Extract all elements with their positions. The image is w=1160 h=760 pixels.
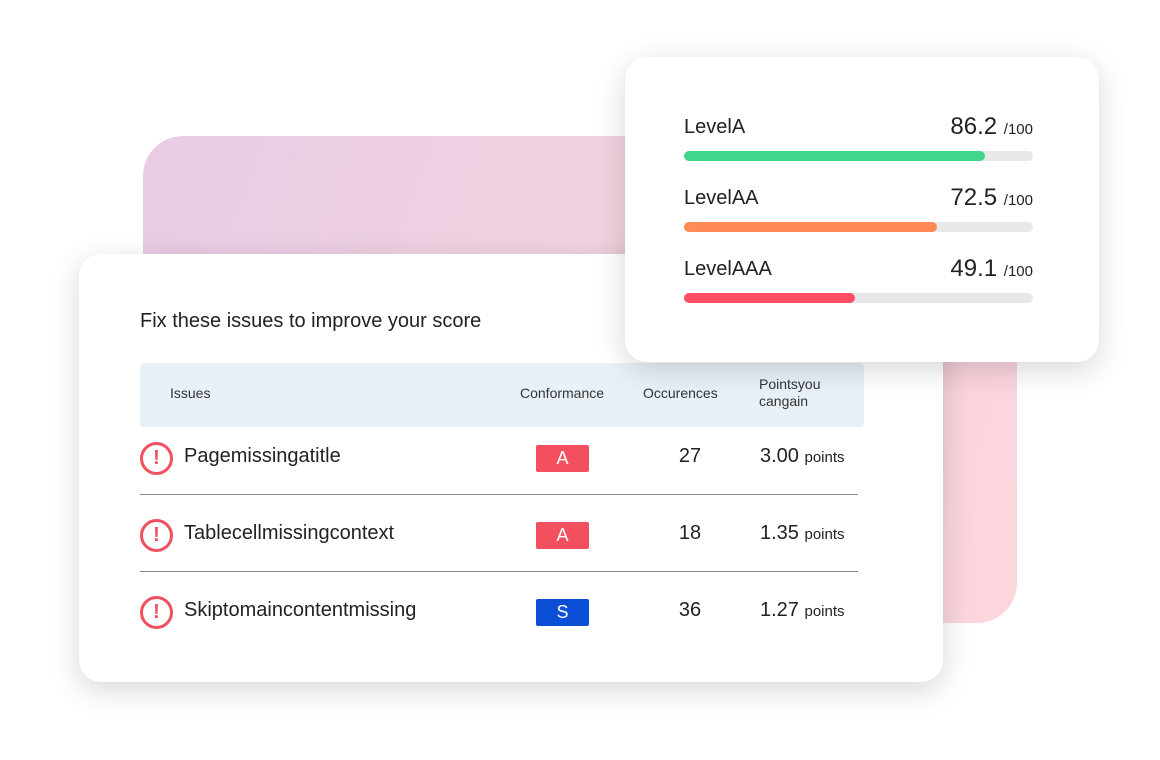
progress-fill: [684, 222, 938, 232]
score: 86.2: [950, 113, 998, 140]
level-label: LevelA: [684, 116, 746, 138]
table-header: Issues Conformance Occurences Pointsyou …: [140, 363, 864, 427]
progress-track: [684, 151, 1033, 161]
score-max: /100: [1003, 192, 1033, 209]
score-card: LevelA 86.2 /100 LevelAA 72.5 /100 Level…: [625, 57, 1099, 362]
col-points: Pointsyou cangain: [759, 376, 821, 409]
points-unit: points: [804, 603, 845, 620]
level-label: LevelAAA: [684, 258, 772, 280]
occurrences: 36: [678, 599, 702, 621]
progress-track: [684, 293, 1033, 303]
occurrences: 27: [678, 445, 702, 467]
issue-name: Pagemissingatitle: [184, 445, 341, 467]
points-value: 1.27: [760, 599, 799, 621]
table-row[interactable]: ! Tablecellmissingcontext A 18 1.35 poin…: [140, 500, 858, 572]
conformance-badge: A: [536, 445, 589, 472]
alert-icon: !: [140, 442, 173, 475]
progress-track: [684, 222, 1033, 232]
col-conformance: Conformance: [520, 385, 605, 401]
score-max: /100: [1003, 121, 1033, 138]
issue-name: Skiptomaincontentmissing: [184, 599, 417, 621]
points: 1.27 points: [760, 599, 845, 622]
score-max: /100: [1003, 263, 1033, 280]
col-occurrences: Occurences: [643, 385, 718, 401]
col-issues: Issues: [170, 385, 211, 401]
points-value: 1.35: [760, 522, 799, 544]
level-value: 49.1 /100: [950, 255, 1033, 283]
progress-fill: [684, 293, 856, 303]
issue-name: Tablecellmissingcontext: [184, 522, 395, 544]
points-unit: points: [804, 449, 845, 466]
level-value: 86.2 /100: [950, 113, 1033, 141]
progress-fill: [684, 151, 985, 161]
score: 49.1: [950, 255, 998, 282]
issues-heading: Fix these issues to improve your score: [140, 310, 482, 332]
points: 1.35 points: [760, 522, 845, 545]
alert-icon: !: [140, 519, 173, 552]
level-value: 72.5 /100: [950, 184, 1033, 212]
score: 72.5: [950, 184, 998, 211]
table-row[interactable]: ! Skiptomaincontentmissing S 36 1.27 poi…: [140, 577, 858, 649]
points-value: 3.00: [760, 445, 799, 467]
table-row[interactable]: ! Pagemissingatitle A 27 3.00 points: [140, 423, 858, 495]
points: 3.00 points: [760, 445, 845, 468]
points-unit: points: [804, 526, 845, 543]
alert-icon: !: [140, 596, 173, 629]
occurrences: 18: [678, 522, 702, 544]
conformance-badge: S: [536, 599, 589, 626]
level-label: LevelAA: [684, 187, 759, 209]
conformance-badge: A: [536, 522, 589, 549]
